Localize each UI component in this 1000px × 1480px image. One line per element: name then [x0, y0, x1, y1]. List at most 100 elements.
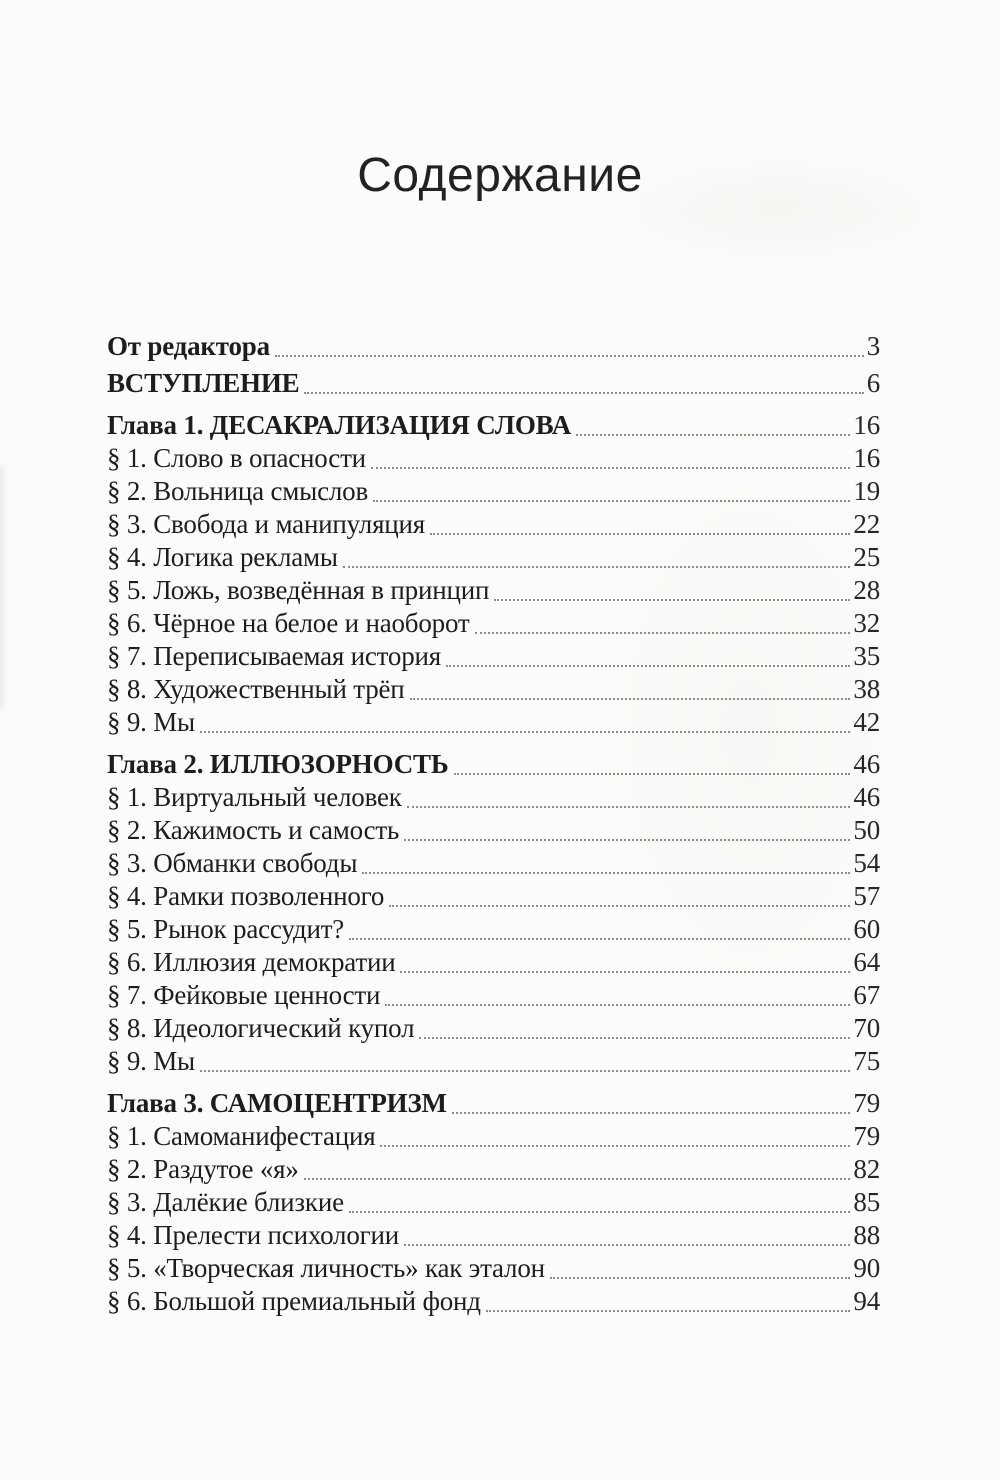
toc-entry-page-number: 46	[853, 782, 880, 812]
toc-entry-page-number: 79	[853, 1088, 880, 1118]
toc-entry-label: § 1. Самоманифестация	[107, 1121, 376, 1151]
toc-entry: От редактора 3	[107, 330, 880, 363]
toc-entry: § 6. Иллюзия демократии 64	[107, 946, 880, 979]
toc-entry: § 1. Слово в опасности 16	[107, 442, 880, 475]
toc-entry-label: § 6. Большой премиальный фонд	[107, 1286, 481, 1316]
toc-entry: § 9. Мы 42	[107, 706, 880, 739]
toc-entry-label: § 3. Обманки свободы	[107, 848, 358, 878]
dot-leader	[200, 731, 851, 733]
toc-entry-label: § 1. Слово в опасности	[107, 443, 366, 473]
page-title: Содержание	[357, 149, 643, 202]
toc-entry: § 4. Прелести психологии 88	[107, 1219, 880, 1252]
dot-leader	[274, 355, 864, 357]
toc-entry-page-number: 19	[853, 476, 880, 506]
toc-entry-label: § 8. Художественный трёп	[107, 674, 405, 704]
toc-entry-label: ВСТУПЛЕНИЕ	[107, 368, 300, 398]
toc-entry-label: § 5. «Творческая личность» как эталон	[107, 1253, 545, 1283]
toc-entry-label: § 6. Иллюзия демократии	[107, 947, 396, 977]
toc-entry: § 7. Фейковые ценности 67	[107, 979, 880, 1012]
toc-entry: § 3. Далёкие близкие 85	[107, 1186, 880, 1219]
toc-entry-label: § 3. Свобода и манипуляция	[107, 509, 426, 539]
toc-entry-page-number: 35	[853, 641, 880, 671]
toc-entry-label: § 9. Мы	[107, 1046, 195, 1076]
toc-entry-page-number: 38	[853, 674, 880, 704]
toc-entry-page-number: 16	[853, 410, 880, 440]
toc-entry: § 3. Свобода и манипуляция 22	[107, 508, 880, 541]
toc-entry-label: Глава 2. ИЛЛЮЗОРНОСТЬ	[107, 749, 449, 779]
toc-entry: § 5. Рынок рассудит? 60	[107, 913, 880, 946]
toc-entry-page-number: 42	[853, 707, 880, 737]
dot-leader	[451, 1112, 851, 1114]
toc-entry-page-number: 3	[866, 331, 881, 361]
toc-entry-label: Глава 3. САМОЦЕНТРИЗМ	[107, 1088, 447, 1118]
toc-entry-label: § 4. Логика рекламы	[107, 542, 338, 572]
dot-leader	[303, 1178, 851, 1180]
toc-entry-page-number: 79	[853, 1121, 880, 1151]
dot-leader	[385, 1004, 851, 1006]
toc-entry-page-number: 82	[853, 1154, 880, 1184]
toc-entry-label: § 8. Идеологический купол	[107, 1013, 415, 1043]
toc-entry-label: Глава 1. ДЕСАКРАЛИЗАЦИЯ СЛОВА	[107, 410, 572, 440]
dot-leader	[409, 698, 851, 700]
toc-entry-label: § 3. Далёкие близкие	[107, 1187, 344, 1217]
toc-entry-page-number: 67	[853, 980, 880, 1010]
toc-entry: § 7. Переписываемая история 35	[107, 640, 880, 673]
toc-entry-page-number: 75	[853, 1046, 880, 1076]
dot-leader	[406, 806, 851, 808]
toc-entry: ВСТУПЛЕНИЕ 6	[107, 367, 880, 400]
toc-entry: § 5. «Творческая личность» как эталон 90	[107, 1252, 880, 1285]
toc-entry-label: § 5. Рынок рассудит?	[107, 914, 345, 944]
toc-entry-label: § 2. Вольница смыслов	[107, 476, 368, 506]
scan-spine-shadow	[0, 465, 8, 710]
dot-leader	[576, 434, 851, 436]
dot-leader	[373, 500, 851, 502]
toc-entry-page-number: 32	[853, 608, 880, 638]
toc-entry-page-number: 28	[853, 575, 880, 605]
toc-entry-page-number: 64	[853, 947, 880, 977]
toc-entry-page-number: 70	[853, 1013, 880, 1043]
toc-entry-page-number: 6	[866, 368, 881, 398]
dot-leader	[453, 773, 851, 775]
toc-entry-page-number: 90	[853, 1253, 880, 1283]
dot-leader	[419, 1037, 851, 1039]
toc-entry-page-number: 88	[853, 1220, 880, 1250]
toc-entry: Глава 1. ДЕСАКРАЛИЗАЦИЯ СЛОВА 16	[107, 409, 880, 442]
toc-entry-page-number: 54	[853, 848, 880, 878]
toc-entry: § 3. Обманки свободы 54	[107, 847, 880, 880]
dot-leader	[348, 1211, 851, 1213]
dot-leader	[494, 599, 851, 601]
dot-leader	[200, 1070, 851, 1072]
dot-leader	[404, 839, 851, 841]
toc-entry-page-number: 46	[853, 749, 880, 779]
toc-entry-label: § 5. Ложь, возведённая в принцип	[107, 575, 490, 605]
toc-list: От редактора 3 ВСТУПЛЕНИЕ 6 Глава 1. ДЕС…	[107, 330, 880, 1318]
toc-entry-page-number: 25	[853, 542, 880, 572]
toc-entry-page-number: 22	[853, 509, 880, 539]
toc-entry-label: § 7. Фейковые ценности	[107, 980, 381, 1010]
toc-entry: Глава 3. САМОЦЕНТРИЗМ 79	[107, 1087, 880, 1120]
toc-entry: § 4. Рамки позволенного 57	[107, 880, 880, 913]
dot-leader	[400, 971, 851, 973]
toc-entry: § 4. Логика рекламы 25	[107, 541, 880, 574]
toc-entry-label: § 2. Раздутое «я»	[107, 1154, 299, 1184]
toc-entry-page-number: 50	[853, 815, 880, 845]
toc-entry-label: § 1. Виртуальный человек	[107, 782, 402, 812]
dot-leader	[349, 938, 851, 940]
toc-entry-page-number: 57	[853, 881, 880, 911]
toc-entry: § 9. Мы 75	[107, 1045, 880, 1078]
dot-leader	[362, 872, 851, 874]
dot-leader	[404, 1244, 851, 1246]
dot-leader	[304, 392, 864, 394]
toc-entry-page-number: 16	[853, 443, 880, 473]
toc-entry: § 6. Чёрное на белое и наоборот 32	[107, 607, 880, 640]
toc-entry: § 8. Художественный трёп 38	[107, 673, 880, 706]
dot-leader	[549, 1277, 851, 1279]
dot-leader	[446, 665, 851, 667]
toc-entry-label: § 2. Кажимость и самость	[107, 815, 400, 845]
toc-entry: § 1. Самоманифестация 79	[107, 1120, 880, 1153]
toc-entry: § 1. Виртуальный человек 46	[107, 781, 880, 814]
toc-entry: § 8. Идеологический купол 70	[107, 1012, 880, 1045]
toc-entry-label: § 6. Чёрное на белое и наоборот	[107, 608, 470, 638]
toc-entry-page-number: 85	[853, 1187, 880, 1217]
